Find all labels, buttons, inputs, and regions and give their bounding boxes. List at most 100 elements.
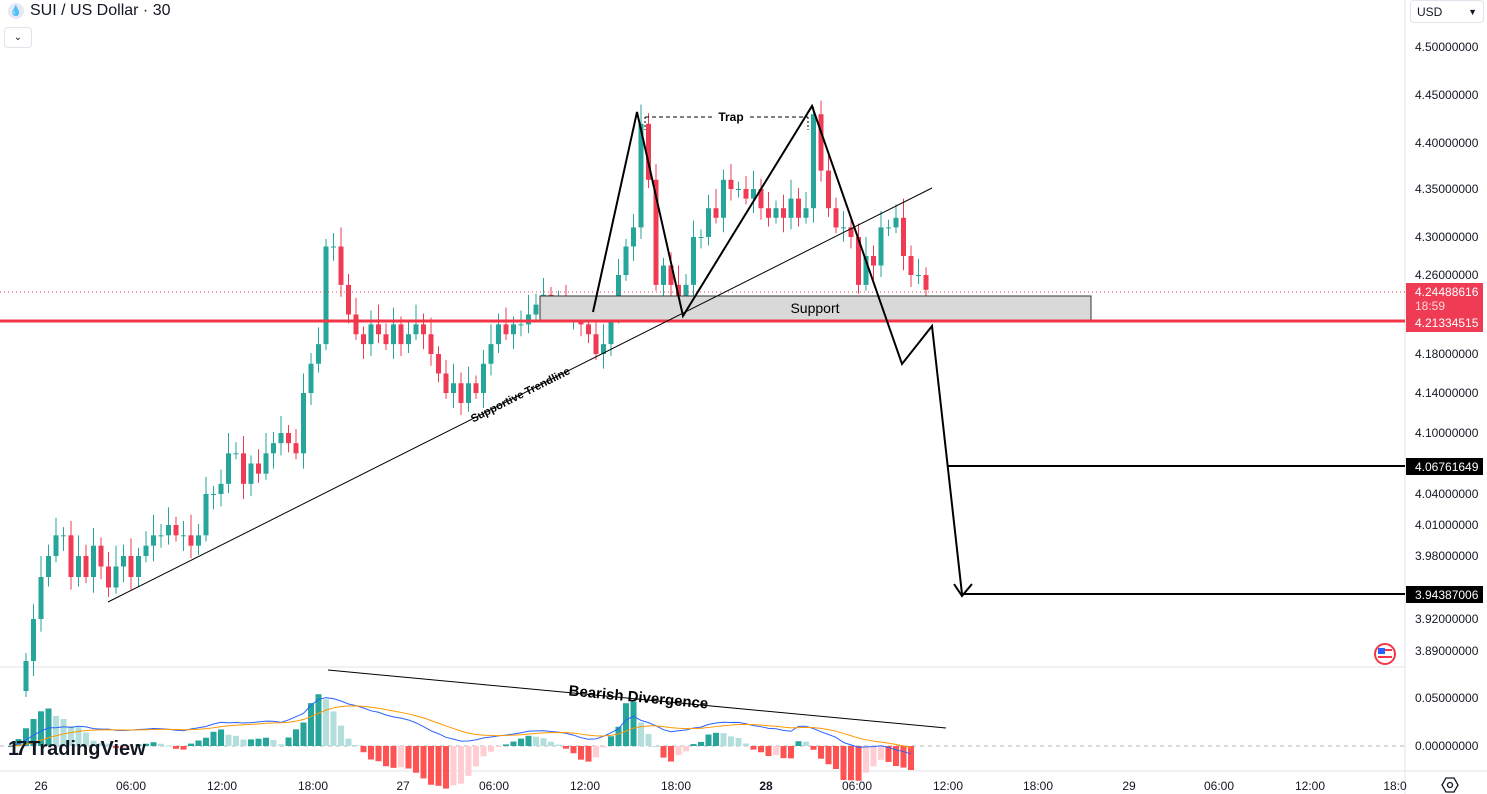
sui-drop-icon: 💧 — [8, 3, 24, 19]
price-tick: 4.14000000 — [1415, 386, 1479, 400]
macd-histogram-bar — [833, 746, 839, 770]
candle-body — [286, 433, 291, 444]
settings-gear-icon[interactable] — [1441, 777, 1459, 793]
currency-select[interactable]: USD ▼ — [1410, 0, 1484, 23]
macd-histogram-bar — [473, 746, 479, 767]
macd-histogram-bar — [240, 739, 247, 746]
time-tick: 12:00 — [933, 779, 963, 793]
macd-histogram-bar — [510, 741, 517, 746]
candle-body — [368, 324, 374, 345]
macd-histogram-bar — [90, 740, 97, 746]
macd-histogram-bar — [113, 746, 119, 749]
macd-histogram-bar — [548, 741, 554, 746]
candle-body — [601, 344, 606, 354]
time-axis[interactable]: 26 06:00 12:00 18:00 27 06:00 12:00 18:00 28 06:0… — [34, 779, 1407, 793]
macd-tick: 0.05000000 — [1415, 691, 1479, 705]
macd-histogram-bar — [735, 737, 742, 746]
candle-body — [653, 179, 659, 285]
macd-histogram-bar — [893, 746, 899, 767]
macd-histogram-bar — [900, 746, 907, 768]
candle-body — [631, 227, 636, 247]
trap-label: Trap — [718, 110, 743, 124]
macd-histogram-bar — [720, 733, 727, 746]
candle-body — [893, 217, 899, 228]
candle-body — [758, 189, 764, 209]
candle-body — [263, 453, 269, 474]
macd-histogram-bar — [308, 703, 314, 746]
macd-histogram-bar — [660, 746, 667, 758]
macd-histogram-bar — [758, 746, 764, 753]
target1-badge — [1406, 458, 1483, 475]
candle-body — [61, 535, 66, 537]
price-tick: 4.10000000 — [1415, 426, 1479, 440]
macd-histogram-bar — [615, 726, 622, 746]
time-tick: 06:00 — [842, 779, 872, 793]
candle-body — [293, 443, 299, 454]
price-tick: 4.04000000 — [1415, 487, 1479, 501]
macd-histogram-bar — [53, 715, 59, 746]
macd-histogram-bar — [15, 739, 22, 746]
candle-body — [113, 566, 119, 588]
target2-badge — [1406, 586, 1483, 603]
price-axis[interactable]: 4.50000000 4.45000000 4.40000000 4.35000000… — [1415, 40, 1479, 658]
current-price: 4.24488616 — [1415, 285, 1479, 299]
candle-body — [623, 246, 629, 275]
symbol-title[interactable]: 💧 SUI / US Dollar · 30 — [8, 2, 170, 20]
candle-body — [83, 556, 89, 577]
price-tick: 4.26000000 — [1415, 268, 1479, 282]
candle-body — [901, 217, 906, 256]
support-price: 4.21334515 — [1415, 316, 1479, 330]
candle-body — [863, 256, 869, 285]
candle-body — [826, 170, 831, 209]
candle-body — [608, 314, 614, 345]
candle-body — [646, 123, 651, 180]
candle-body — [466, 383, 471, 403]
tradingview-logo[interactable]: 17 TradingView — [8, 738, 146, 761]
price-tick: 4.18000000 — [1415, 347, 1479, 361]
macd-histogram-bar — [450, 746, 457, 786]
candle-body — [271, 443, 276, 454]
candle-body — [818, 114, 824, 171]
candle-body — [188, 535, 194, 546]
macd-histogram-bar — [158, 743, 164, 746]
macd-histogram-bar — [135, 744, 142, 746]
divergence-line[interactable] — [327, 669, 947, 729]
time-tick: 28 — [759, 779, 773, 793]
time-tick: 06:00 — [1204, 779, 1234, 793]
macd-histogram-bar — [75, 727, 82, 746]
candle-body — [256, 463, 261, 474]
candle-body — [496, 324, 501, 345]
time-tick: 06:00 — [479, 779, 509, 793]
macd-histogram-bar — [38, 711, 44, 746]
macd-histogram-bar — [173, 746, 179, 749]
supportive-trendline[interactable] — [107, 187, 933, 603]
candle-body — [908, 256, 914, 275]
candle-body — [158, 535, 164, 537]
us-flag-icon[interactable] — [1374, 643, 1396, 665]
macd-histogram-bar — [825, 746, 832, 765]
macd-histogram-bar — [180, 746, 187, 750]
collapse-legend-button[interactable]: ⌄ — [4, 27, 32, 48]
trap-label-bg — [714, 109, 748, 124]
candle-body — [743, 189, 749, 199]
macd-histogram-bar — [128, 746, 134, 747]
candle-body — [766, 208, 771, 218]
candle-body — [706, 208, 711, 237]
macd-histogram-bar — [413, 746, 419, 773]
macd-histogram-bar — [698, 741, 704, 746]
candle-body — [398, 324, 404, 345]
current-price-badge — [1406, 283, 1483, 332]
candle-body — [698, 237, 704, 238]
macd-histogram-bar — [585, 746, 592, 762]
candle-body — [481, 363, 486, 393]
macd-histogram-bar — [840, 746, 847, 780]
pattern-path[interactable] — [592, 103, 963, 595]
candle-body — [38, 577, 44, 619]
macd-histogram-bar — [218, 729, 224, 746]
macd-histogram-bar — [675, 746, 682, 756]
candle-body — [308, 363, 314, 393]
macd-histogram-bar — [750, 746, 757, 750]
candle-body — [421, 324, 426, 335]
time-tick: 18:00 — [298, 779, 328, 793]
